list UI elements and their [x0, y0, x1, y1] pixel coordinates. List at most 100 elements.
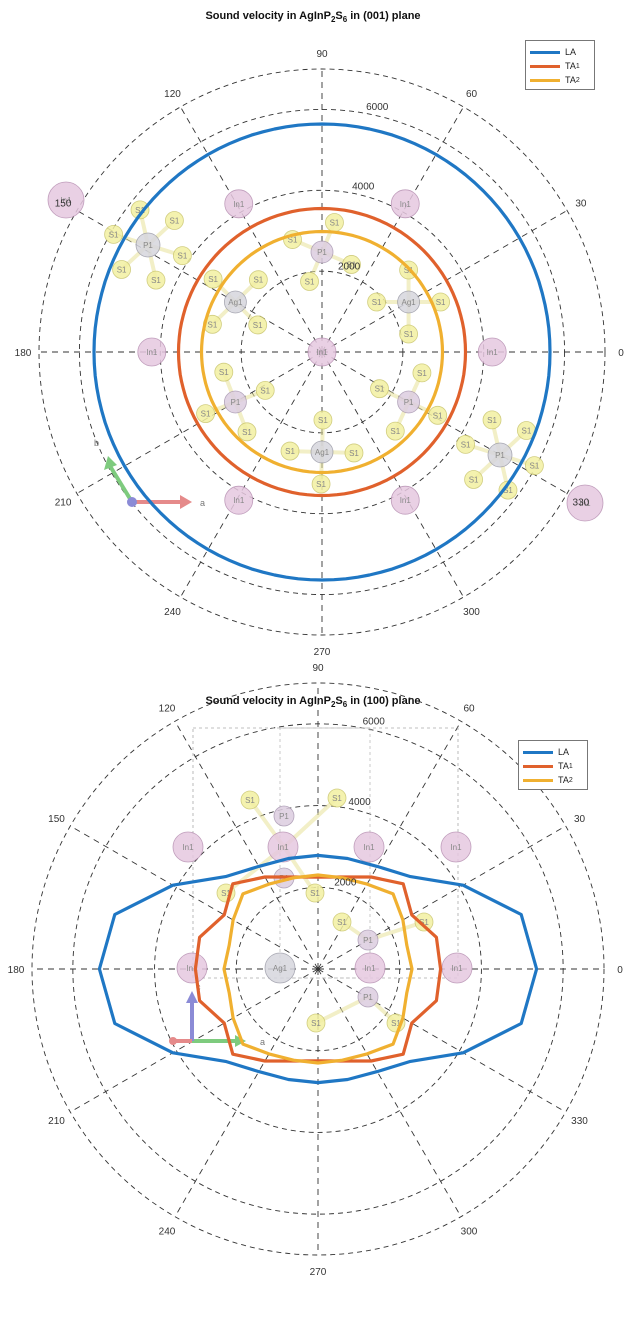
atom-sphere — [357, 929, 379, 951]
atom-sphere — [224, 189, 254, 219]
atom-sphere — [399, 324, 419, 344]
atom-sphere — [390, 485, 420, 515]
atom-sphere — [464, 470, 483, 489]
atom-sphere — [397, 290, 421, 314]
atom-s1: S1 — [385, 421, 405, 441]
atom-sphere — [305, 883, 325, 903]
legend-swatch — [530, 64, 560, 68]
atom-label: S1 — [487, 416, 497, 425]
atom-sphere — [280, 441, 300, 461]
angle-tick-label: 330 — [571, 1116, 588, 1127]
atom-label: S1 — [242, 428, 252, 437]
atom-label: S1 — [349, 449, 359, 458]
atom-sphere — [248, 270, 268, 290]
angle-tick-label: 300 — [463, 607, 480, 618]
atom-sphere — [566, 484, 604, 522]
atom-label: S1 — [404, 330, 414, 339]
atom-sphere — [165, 211, 184, 230]
atom-s1: S1 — [325, 213, 344, 232]
atom-sphere — [313, 410, 333, 430]
atom-label: P1 — [317, 248, 327, 257]
atom-in1: In1 — [440, 831, 472, 863]
atom-label: S1 — [337, 918, 347, 927]
atom-label: S1 — [417, 369, 427, 378]
polar-plot: S1 S1 S1 S1 S1 S1 S1 S1 S1 S1 S1 S1 S1 S1 S1 S1 S1 S1 S1 S1… — [15, 49, 625, 658]
atom-in1: In1 — [172, 831, 204, 863]
atom-p1: P1 — [397, 390, 421, 414]
grid-spoke — [76, 351, 323, 494]
atom-label: In1 — [400, 200, 412, 209]
radial-tick-label: 4000 — [348, 797, 371, 808]
atom-label: S1 — [372, 298, 382, 307]
atom-label: In1 — [316, 348, 328, 357]
atom-s1: S1 — [203, 269, 223, 289]
atom-label: S1 — [310, 889, 320, 898]
atom-sphere — [357, 986, 379, 1008]
atom-s1: S1 — [104, 224, 124, 244]
atom-label: In1 — [186, 964, 198, 973]
angle-tick-label: 210 — [55, 498, 72, 509]
atom-sphere — [224, 485, 254, 515]
atom-label: S1 — [419, 918, 429, 927]
chart-panel-100: Sound velocity in AgInP2S6 in (100) plan… — [0, 663, 626, 1338]
atom-sphere — [223, 390, 247, 414]
atom-in1: In1 — [47, 181, 85, 219]
atom-in1: In1 — [354, 952, 386, 984]
axis-origin — [127, 497, 137, 507]
atom-label: S1 — [177, 252, 187, 261]
legend-entry-ta1: TA 1 — [530, 59, 590, 73]
atom-p1: P1 — [310, 240, 334, 264]
atom-label: S1 — [316, 480, 326, 489]
atom-s1: S1 — [412, 363, 432, 383]
chart-panel-001: Sound velocity in AgInP2S6 in (001) plan… — [0, 0, 626, 660]
polar-grid — [38, 68, 606, 636]
atom-in1: In1 — [224, 485, 254, 515]
atom-label: S1 — [529, 462, 539, 471]
atom-sphere — [456, 434, 476, 454]
series-ta1 — [176, 206, 468, 498]
series-ta2 — [199, 229, 445, 475]
atom-sphere — [332, 912, 352, 932]
grid-spoke — [321, 210, 568, 353]
atom-sphere — [367, 292, 387, 312]
atom-label: P1 — [363, 936, 373, 945]
angle-tick-label: 120 — [159, 704, 176, 715]
atom-sphere — [354, 952, 386, 984]
atom-s1: S1 — [428, 405, 448, 425]
atom-in1: In1 — [267, 831, 299, 863]
atom-label: S1 — [305, 277, 315, 286]
legend-swatch — [523, 778, 553, 782]
atom-label: S1 — [109, 230, 119, 239]
atom-label: S1 — [253, 276, 263, 285]
atom-sphere — [310, 240, 334, 264]
atom-s1: S1 — [464, 470, 483, 489]
atom-label: S1 — [288, 236, 298, 245]
legend-swatch — [530, 50, 560, 54]
series-ta2 — [222, 873, 414, 1065]
atom-sphere — [412, 363, 432, 383]
atom-p1: P1 — [487, 442, 513, 468]
atom-in1: In1 — [441, 952, 473, 984]
grid-ring — [38, 68, 606, 636]
angle-tick-label: 0 — [618, 348, 624, 359]
atom-label: In1 — [233, 200, 245, 209]
angle-tick-label: 300 — [461, 1227, 478, 1238]
angle-tick-label: 330 — [573, 498, 590, 509]
axis-b — [108, 464, 134, 504]
atom-sphere — [487, 442, 513, 468]
atom-label: Ag1 — [228, 298, 243, 307]
series-la — [97, 853, 539, 1085]
atom-s1: S1 — [456, 434, 476, 454]
atom-label: In1 — [451, 964, 463, 973]
atom-label: S1 — [117, 265, 127, 274]
atom-s1: S1 — [280, 441, 300, 461]
angle-tick-label: 30 — [575, 199, 587, 210]
atom-sphere — [414, 912, 434, 932]
atom-s1: S1 — [414, 912, 434, 932]
atom-label: P1 — [279, 812, 289, 821]
angle-tick-label: 30 — [574, 814, 586, 825]
angle-tick-label: 180 — [15, 348, 32, 359]
atom-ag1: Ag1 — [264, 952, 296, 984]
axis-label-b: b — [94, 438, 99, 448]
atom-label: Ag1 — [315, 448, 330, 457]
